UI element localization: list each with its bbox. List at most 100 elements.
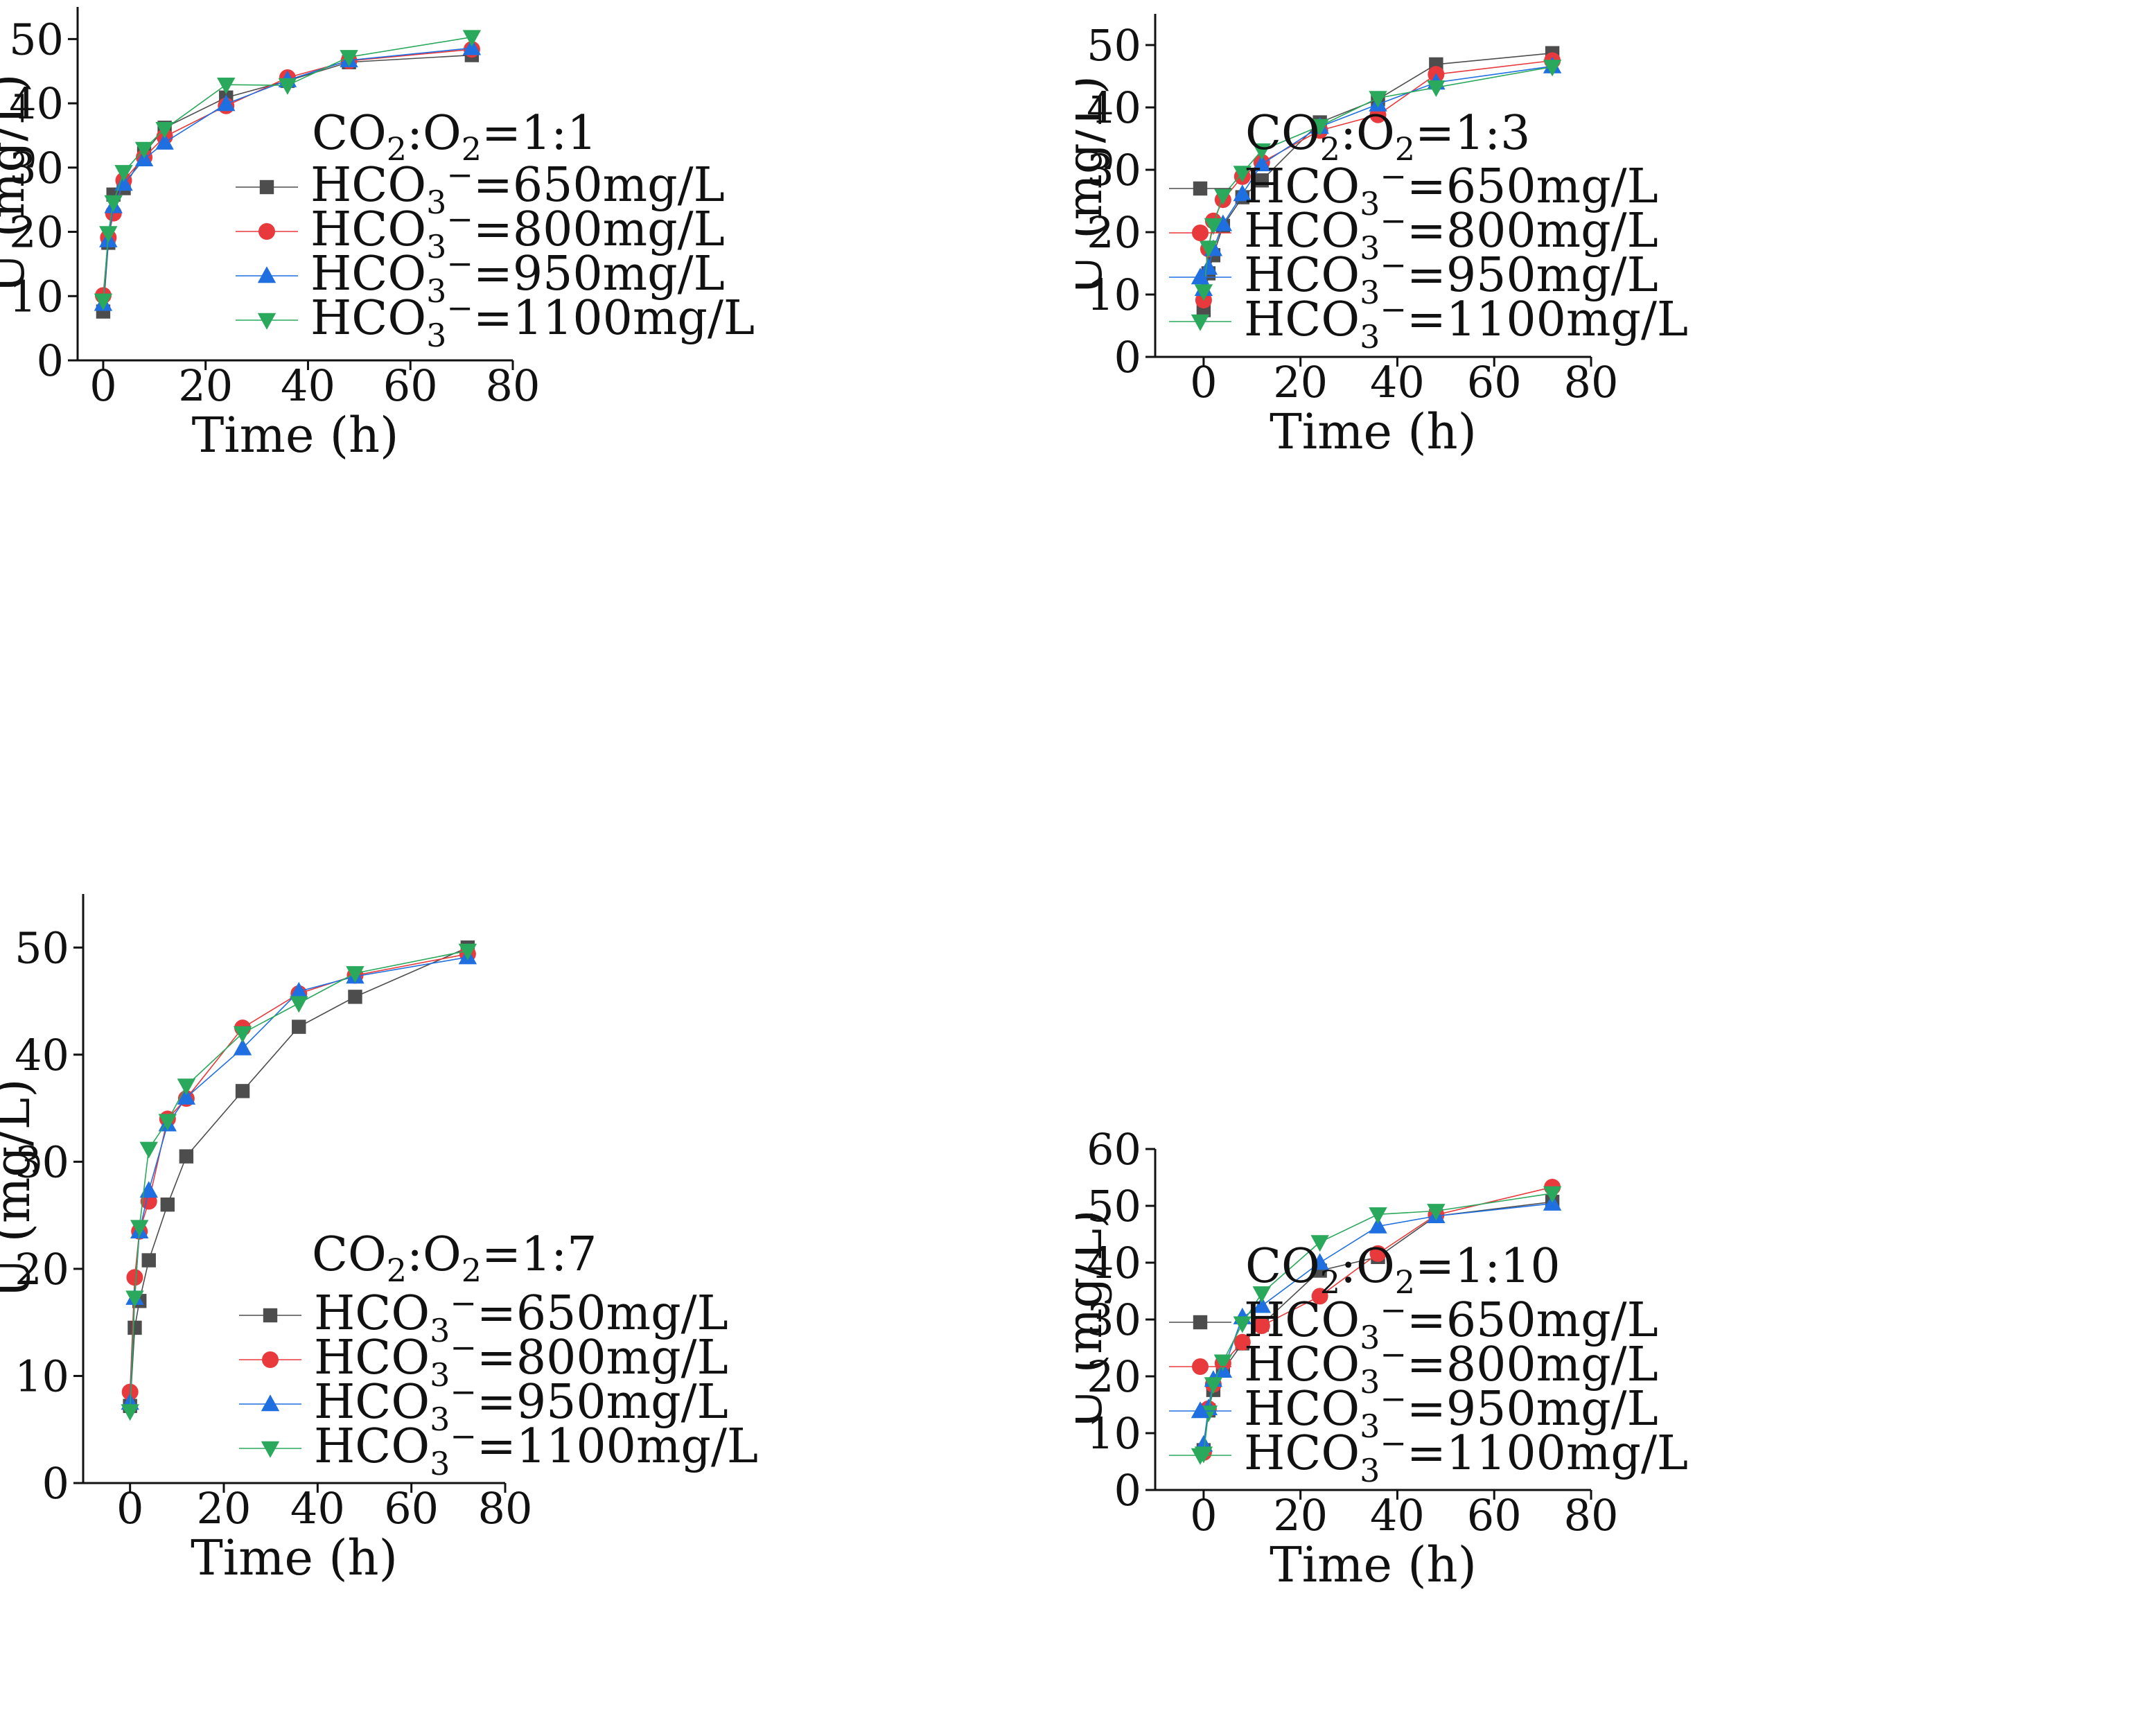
series-line — [1203, 66, 1553, 292]
data-point — [1254, 173, 1269, 188]
y-tick-label: 0 — [37, 335, 64, 386]
legend-title: CO2:O2=1:7 — [312, 1227, 597, 1289]
series-line — [1203, 1202, 1553, 1445]
legend-title: CO2:O2=1:1 — [312, 106, 597, 168]
legend-label: HCO3−=800mg/L — [310, 200, 725, 265]
data-point — [104, 195, 123, 212]
y-tick-label: 50 — [9, 14, 64, 64]
data-point — [1213, 1354, 1233, 1371]
data-point — [1310, 1253, 1329, 1270]
x-tick-label: 20 — [178, 360, 233, 411]
y-tick-label: 20 — [1087, 1351, 1141, 1402]
legend-label: HCO3−=650mg/L — [310, 156, 725, 221]
x-axis-title: Time (h) — [1270, 403, 1477, 460]
y-axis-title: U (mg/L) — [1076, 76, 1113, 295]
data-point — [1199, 258, 1218, 275]
x-axis-title: Time (h) — [1270, 1536, 1477, 1593]
data-point — [94, 293, 113, 310]
y-tick-label: 10 — [1087, 270, 1141, 320]
legend-marker — [1192, 225, 1209, 241]
y-axis-title: U (mg/L) — [1076, 1209, 1113, 1429]
x-tick-label: 60 — [1467, 357, 1522, 407]
data-point — [177, 1078, 196, 1096]
data-point — [346, 966, 365, 983]
legend-item: HCO3−=650mg/L — [1169, 1291, 1658, 1356]
y-tick-label: 10 — [9, 271, 64, 322]
y-tick-label: 60 — [1087, 1124, 1141, 1175]
x-tick-label: 80 — [1564, 1490, 1619, 1541]
data-point — [1252, 1296, 1271, 1313]
legend-marker — [258, 223, 275, 240]
legend: HCO3−=650mg/LHCO3−=800mg/LHCO3−=950mg/LH… — [1169, 1291, 1688, 1489]
x-axis-title: Time (h) — [191, 1529, 398, 1586]
data-point — [1233, 166, 1252, 183]
data-point — [134, 141, 154, 159]
legend-marker — [262, 1351, 279, 1368]
axes: 0 20 40 60 80 0 10 20 30 40 50 — [1087, 14, 1618, 407]
data-point — [1427, 1204, 1446, 1221]
data-point — [1204, 218, 1223, 235]
legend-label: HCO3−=1100mg/L — [310, 289, 755, 354]
axes: 0 20 40 60 80 0 10 20 30 40 50 — [9, 7, 540, 411]
data-point — [1369, 1207, 1387, 1225]
data-point — [278, 78, 297, 95]
series-4 — [1194, 60, 1562, 301]
y-tick-label: 40 — [1087, 82, 1141, 133]
legend-label: HCO3−=950mg/L — [1244, 1380, 1658, 1445]
y-tick-label: 40 — [9, 78, 64, 129]
data-point — [121, 1404, 139, 1421]
x-tick-label: 40 — [281, 360, 335, 411]
y-tick-label: 0 — [42, 1458, 69, 1509]
legend-marker — [1191, 1448, 1210, 1465]
data-point — [177, 1087, 196, 1105]
axes: 0 20 40 60 80 0 10 20 30 40 50 60 — [1087, 1124, 1618, 1541]
y-tick-label: 50 — [1087, 1181, 1141, 1231]
x-tick-label: 80 — [486, 360, 541, 411]
data-point — [290, 981, 308, 999]
x-tick-label: 20 — [1273, 357, 1328, 407]
y-tick-label: 30 — [1087, 1295, 1141, 1345]
data-point — [217, 78, 236, 94]
x-tick-label: 0 — [1190, 1490, 1217, 1541]
y-tick-label: 20 — [1087, 207, 1141, 258]
x-tick-label: 0 — [116, 1483, 143, 1534]
y-axis-title: U (mg/L) — [0, 73, 35, 293]
data-point — [139, 1141, 158, 1159]
data-point — [158, 1114, 177, 1131]
legend-marker — [1191, 314, 1210, 331]
data-point — [160, 1197, 175, 1212]
legend-label: HCO3−=950mg/L — [310, 245, 725, 310]
legend-label: HCO3−=800mg/L — [1244, 1335, 1658, 1401]
y-tick-label: 20 — [15, 1244, 69, 1295]
data-point — [1310, 119, 1329, 136]
data-point — [1543, 60, 1562, 77]
legend: HCO3−=650mg/LHCO3−=800mg/LHCO3−=950mg/LH… — [236, 156, 755, 354]
y-tick-label: 10 — [15, 1351, 69, 1401]
legend-marker — [261, 1441, 280, 1458]
series-line — [1203, 65, 1553, 290]
data-point — [1427, 80, 1446, 97]
x-tick-label: 0 — [89, 360, 116, 411]
y-tick-label: 30 — [9, 143, 64, 193]
data-point — [1543, 1186, 1562, 1203]
x-tick-label: 80 — [1564, 357, 1619, 407]
x-tick-label: 40 — [290, 1483, 345, 1534]
legend-item: HCO3−=1100mg/L — [239, 1417, 758, 1482]
x-tick-label: 40 — [1370, 1490, 1425, 1541]
data-point — [217, 94, 236, 112]
data-point — [292, 1019, 306, 1034]
data-point — [99, 226, 118, 243]
data-point — [1213, 214, 1233, 231]
data-point — [462, 30, 482, 47]
series-line — [1203, 1193, 1553, 1454]
y-axis-title: U (mg/L) — [0, 1078, 41, 1298]
data-point — [1199, 240, 1218, 258]
data-point — [1233, 184, 1252, 202]
x-axis-title: Time (h) — [192, 407, 399, 464]
data-point — [340, 50, 358, 67]
x-tick-label: 60 — [1467, 1490, 1522, 1541]
legend-label: HCO3−=1100mg/L — [1244, 1424, 1688, 1489]
data-point — [1213, 188, 1233, 205]
